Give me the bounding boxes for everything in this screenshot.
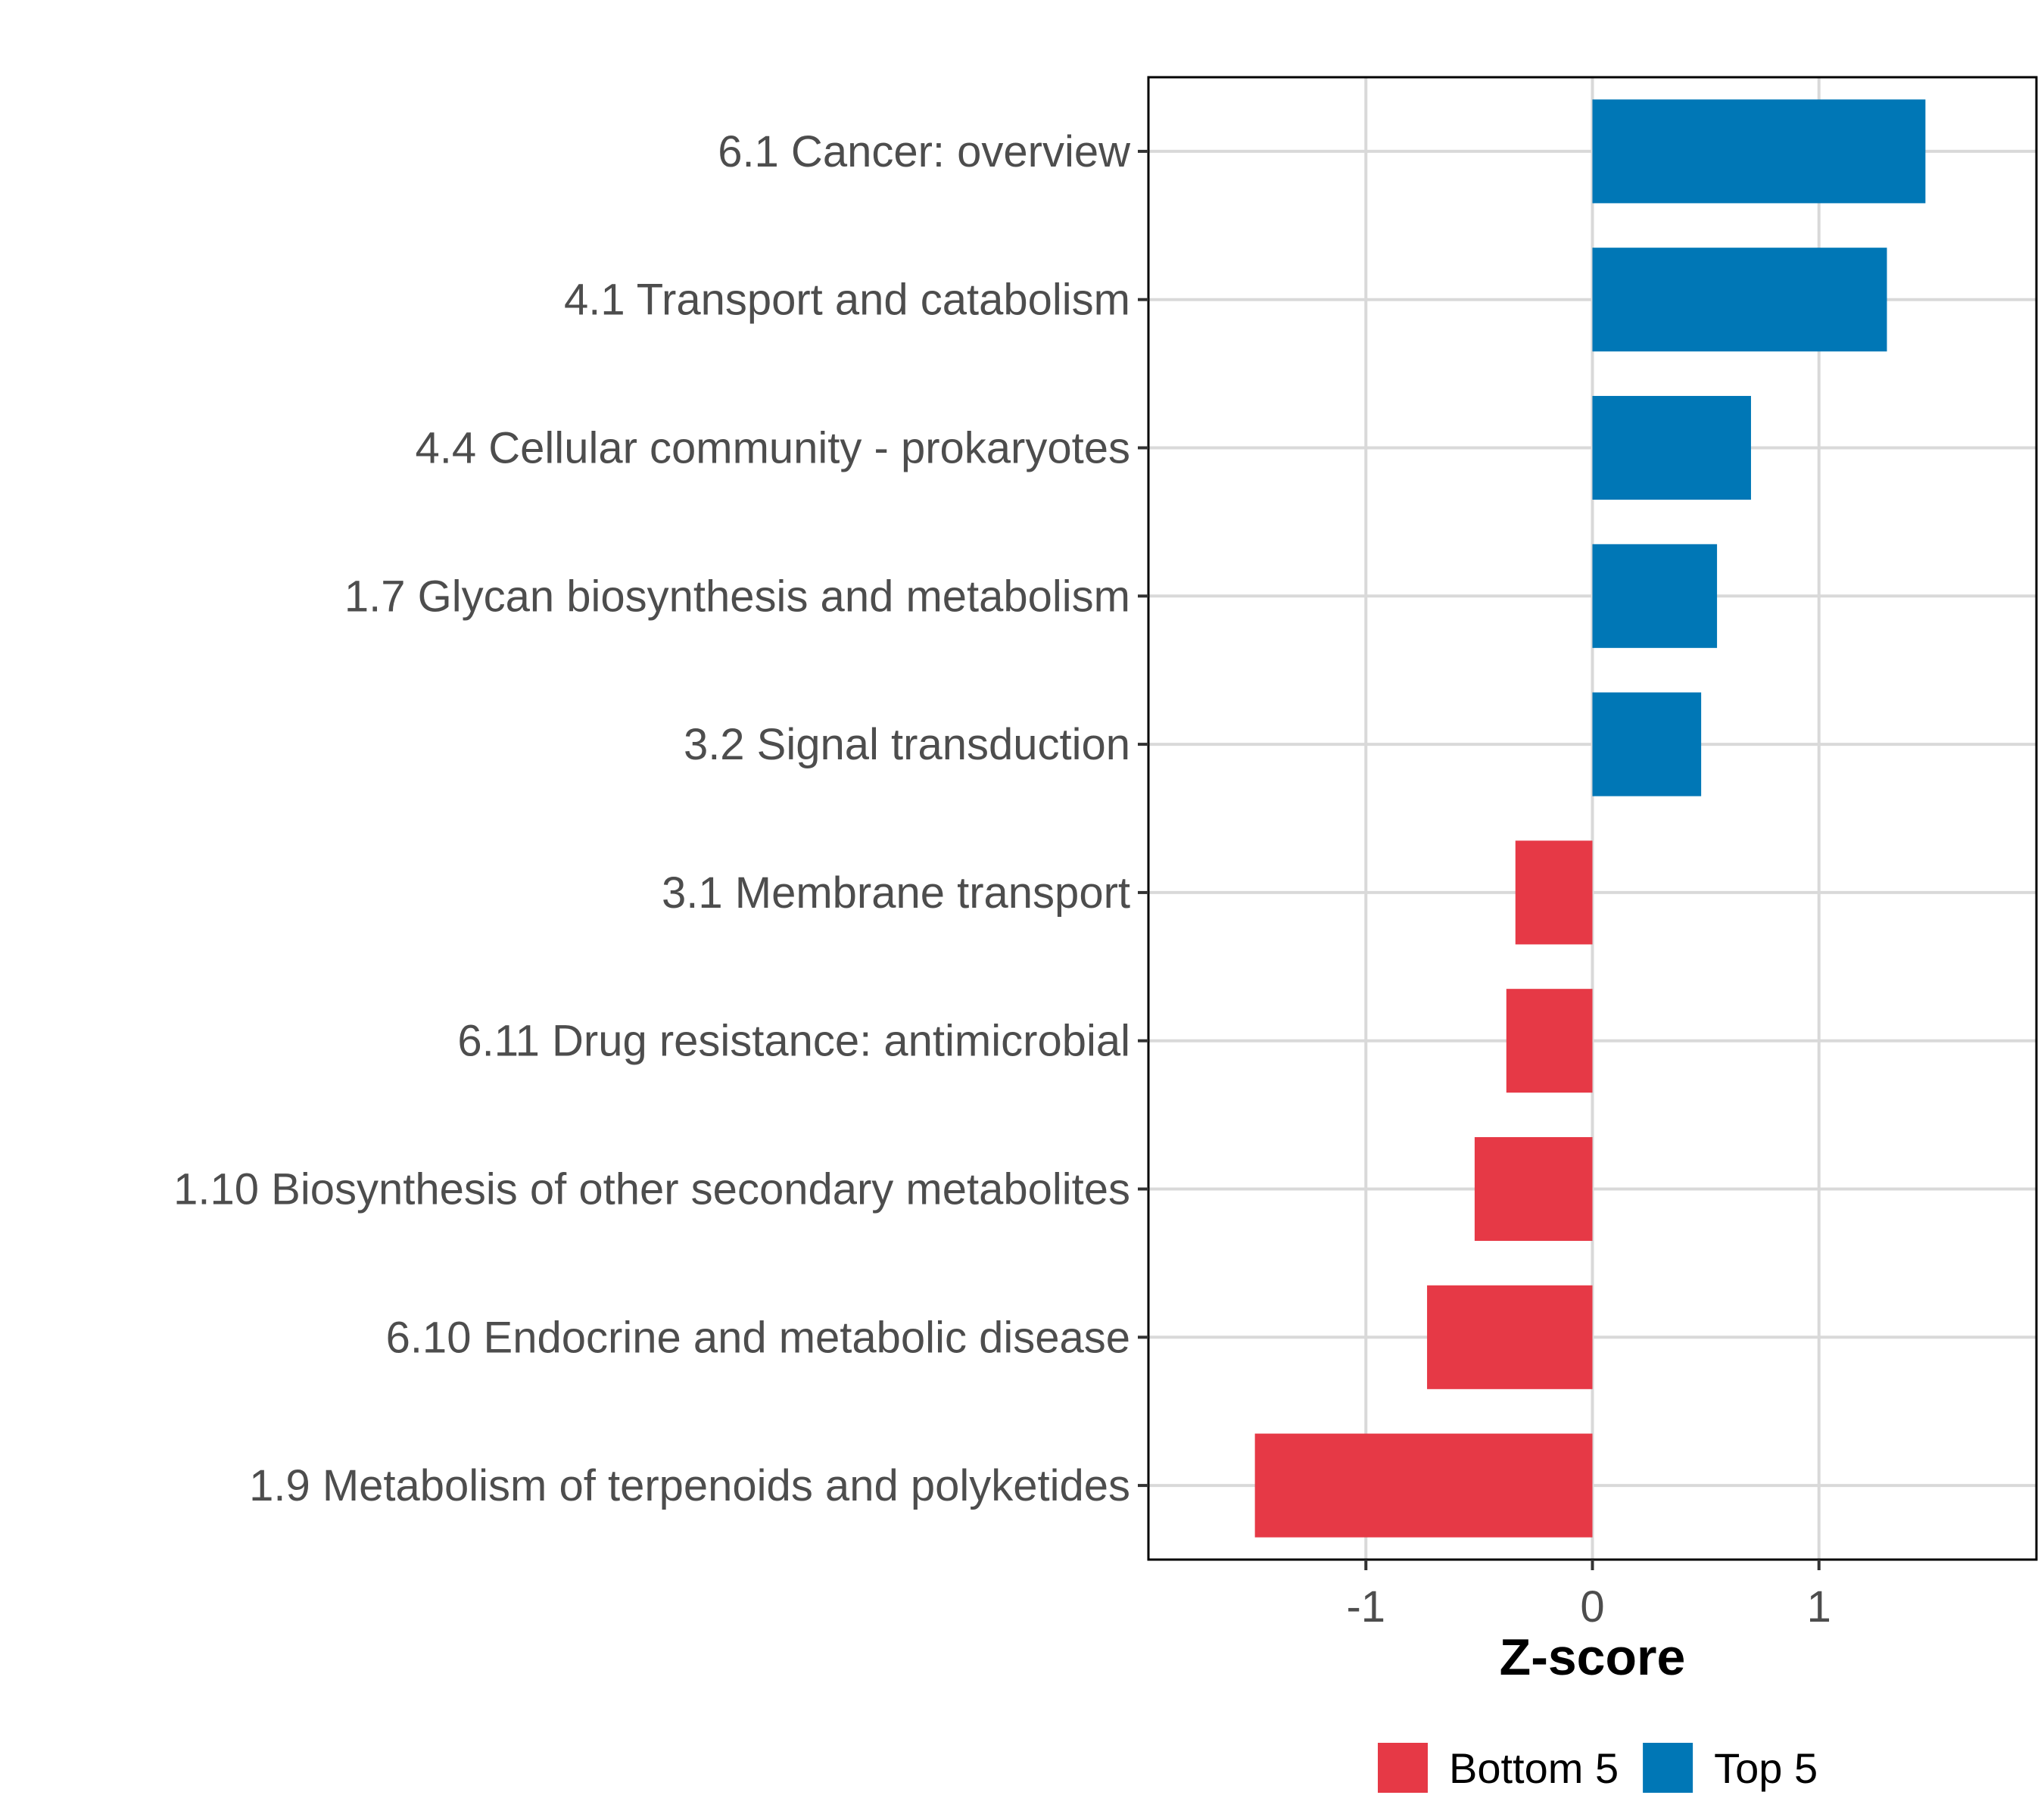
- legend-swatch-bottom-5: [1378, 1743, 1428, 1793]
- bar-6-11-drug-resistance-antimicrobial: [1506, 989, 1593, 1093]
- y-tick-label: 3.2 Signal transduction: [684, 720, 1130, 769]
- y-tick-label: 1.7 Glycan biosynthesis and metabolism: [344, 572, 1130, 621]
- bar-3-1-membrane-transport: [1515, 840, 1593, 945]
- y-tick-label: 3.1 Membrane transport: [662, 868, 1130, 918]
- y-tick-label: 1.10 Biosynthesis of other secondary met…: [173, 1165, 1130, 1214]
- x-tick-label: 0: [1580, 1582, 1604, 1632]
- legend: Bottom 5 Top 5: [1378, 1743, 1818, 1793]
- legend-label-bottom-5: Bottom 5: [1449, 1744, 1619, 1792]
- bar-1-9-metabolism-of-terpenoids-and-polyketides: [1254, 1433, 1593, 1538]
- legend-label-top-5: Top 5: [1714, 1744, 1818, 1792]
- bar-4-1-transport-and-catabolism: [1592, 248, 1887, 352]
- y-tick-label: 6.11 Drug resistance: antimicrobial: [457, 1017, 1130, 1066]
- bar-1-7-glycan-biosynthesis-and-metabolism: [1592, 544, 1718, 648]
- y-tick-label: 6.10 Endocrine and metabolic disease: [386, 1313, 1130, 1362]
- bars: [1254, 99, 1926, 1538]
- legend-swatch-top-5: [1643, 1743, 1693, 1793]
- bar-6-1-cancer-overview: [1592, 99, 1926, 204]
- x-axis-title: Z-score: [1500, 1628, 1686, 1686]
- bar-6-10-endocrine-and-metabolic-disease: [1427, 1285, 1593, 1389]
- y-tick-label: 1.9 Metabolism of terpenoids and polyket…: [249, 1461, 1130, 1510]
- x-axis-ticks: -1 0 1: [1346, 1560, 1831, 1632]
- bar-3-2-signal-transduction: [1592, 692, 1702, 796]
- y-tick-label: 4.1 Transport and catabolism: [564, 276, 1130, 325]
- x-tick-label: 1: [1807, 1582, 1831, 1632]
- bar-4-4-cellular-community-prokaryotes: [1592, 395, 1751, 500]
- x-tick-label: -1: [1346, 1582, 1385, 1632]
- y-axis-ticks: 6.1 Cancer: overview 4.1 Transport and ca…: [173, 127, 1148, 1510]
- y-tick-label: 6.1 Cancer: overview: [718, 127, 1131, 176]
- y-tick-label: 4.4 Cellular community - prokaryotes: [416, 424, 1130, 473]
- bar-1-10-biosynthesis-of-other-secondary-metabolites: [1474, 1136, 1593, 1242]
